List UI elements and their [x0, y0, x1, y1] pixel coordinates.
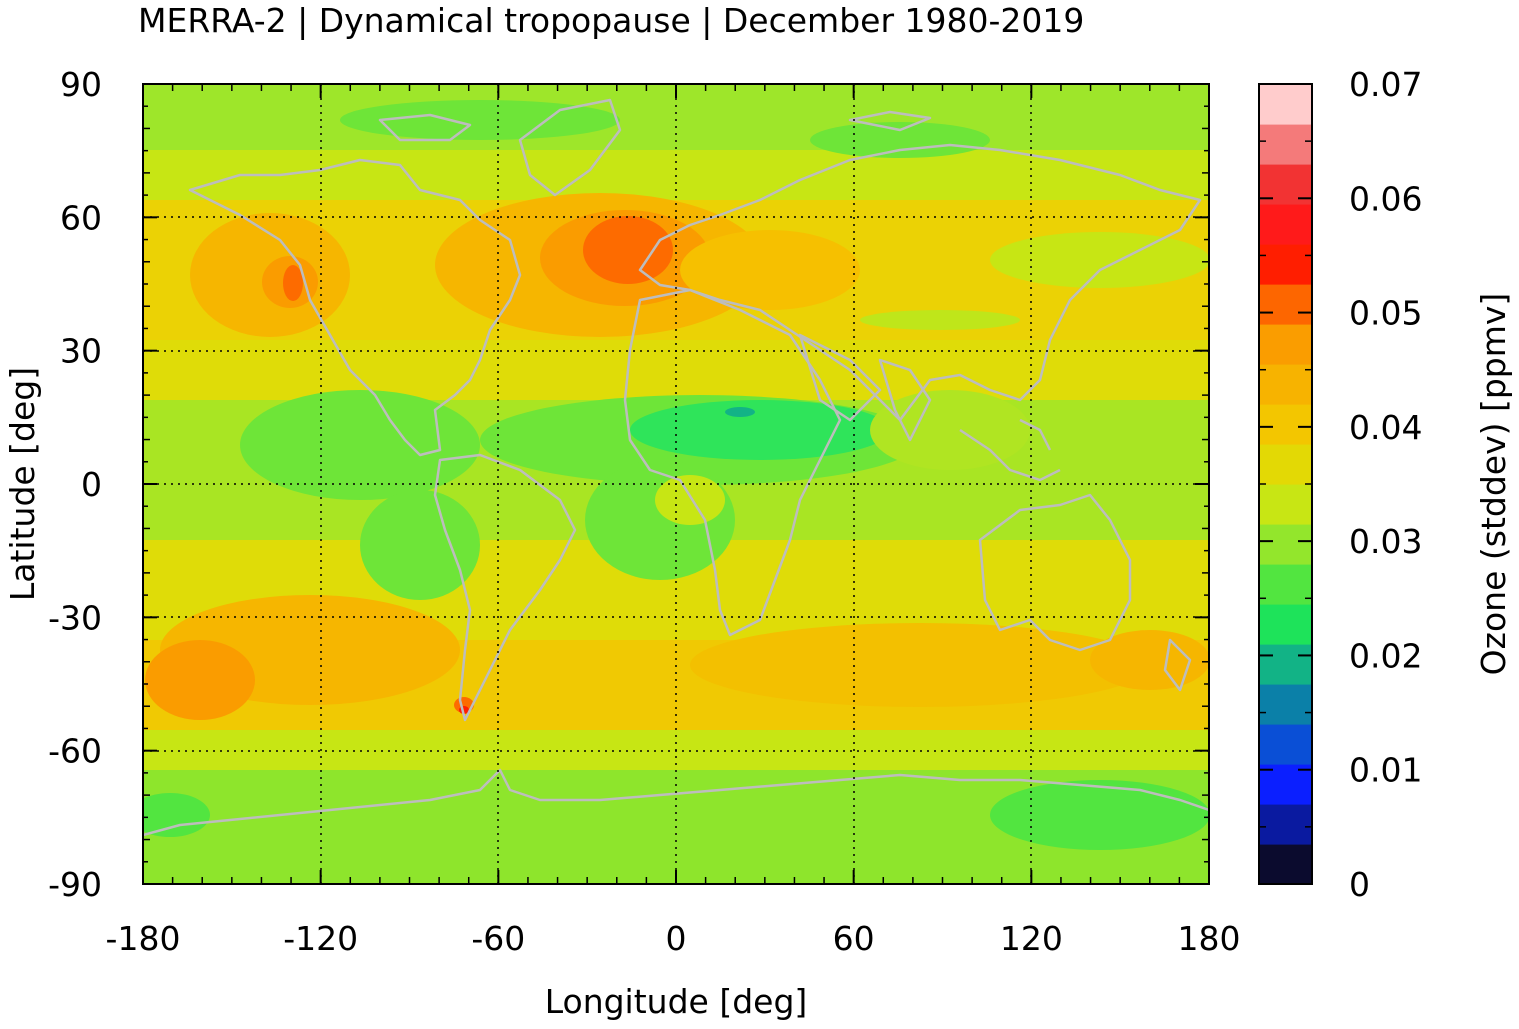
y-axis: 90 60 30 0 -30 -60 -90 [48, 65, 1209, 904]
y-tick-label: -60 [48, 732, 102, 771]
colorbar-label: Ozone (stddev) [ppmv] [1474, 293, 1513, 676]
colorbar-swatch [1259, 404, 1312, 445]
x-axis-label: Longitude [deg] [545, 982, 808, 1021]
colorbar-swatch [1259, 484, 1312, 525]
y-tick-label: 30 [60, 332, 102, 371]
x-tick-label: -180 [106, 919, 181, 958]
colorbar-swatch [1259, 284, 1312, 325]
x-tick-label: -120 [283, 919, 358, 958]
colorbar-swatch [1259, 684, 1312, 725]
colorbar-tick-label: 0.03 [1349, 522, 1422, 561]
colorbar-swatch [1259, 564, 1312, 605]
x-tick-label: 0 [666, 919, 687, 958]
colorbar-tick-label: 0.04 [1349, 408, 1422, 447]
colorbar-swatch [1259, 524, 1312, 565]
plot-title: MERRA-2 | Dynamical tropopause | Decembe… [138, 1, 1084, 40]
y-tick-label: 60 [60, 198, 102, 237]
y-tick-label: 90 [60, 65, 102, 104]
y-tick-label: -30 [48, 598, 102, 637]
colorbar-swatch [1259, 84, 1312, 125]
colorbar-swatch [1259, 244, 1312, 285]
colorbar-tick-label: 0 [1349, 865, 1370, 904]
colorbar-swatch [1259, 724, 1312, 765]
colorbar-swatch [1259, 804, 1312, 845]
colorbar-swatch [1259, 324, 1312, 365]
colorbar-tick-label: 0.01 [1349, 751, 1422, 790]
colorbar-ticks: 0 0.01 0.02 0.03 0.04 0.05 0.06 0.07 [1259, 65, 1422, 904]
colorbar-tick-label: 0.07 [1349, 65, 1422, 104]
colorbar-tick-label: 0.06 [1349, 179, 1422, 218]
colorbar-swatch [1259, 604, 1312, 645]
colorbar-swatch [1259, 364, 1312, 405]
colorbar-swatch [1259, 844, 1312, 885]
x-tick-label: -60 [471, 919, 525, 958]
colorbar-swatch [1259, 204, 1312, 245]
colorbar-swatch [1259, 764, 1312, 805]
y-tick-label: 0 [81, 465, 102, 504]
x-tick-label: 120 [1000, 919, 1063, 958]
x-tick-label: 180 [1178, 919, 1241, 958]
ozone-field [143, 84, 1209, 884]
coastlines [143, 98, 1209, 837]
x-tick-label: 60 [833, 919, 875, 958]
colorbar-swatch [1259, 644, 1312, 685]
colorbar-tick-label: 0.02 [1349, 636, 1422, 675]
colorbar-swatch [1259, 444, 1312, 485]
colorbar-tick-label: 0.05 [1349, 294, 1422, 333]
colorbar-swatch [1259, 124, 1312, 165]
y-axis-label: Latitude [deg] [3, 367, 42, 601]
grid-lines [143, 84, 1209, 884]
x-axis: -180 -120 -60 0 60 120 180 [106, 84, 1241, 958]
colorbar [1259, 84, 1312, 885]
y-tick-label: -90 [48, 865, 102, 904]
